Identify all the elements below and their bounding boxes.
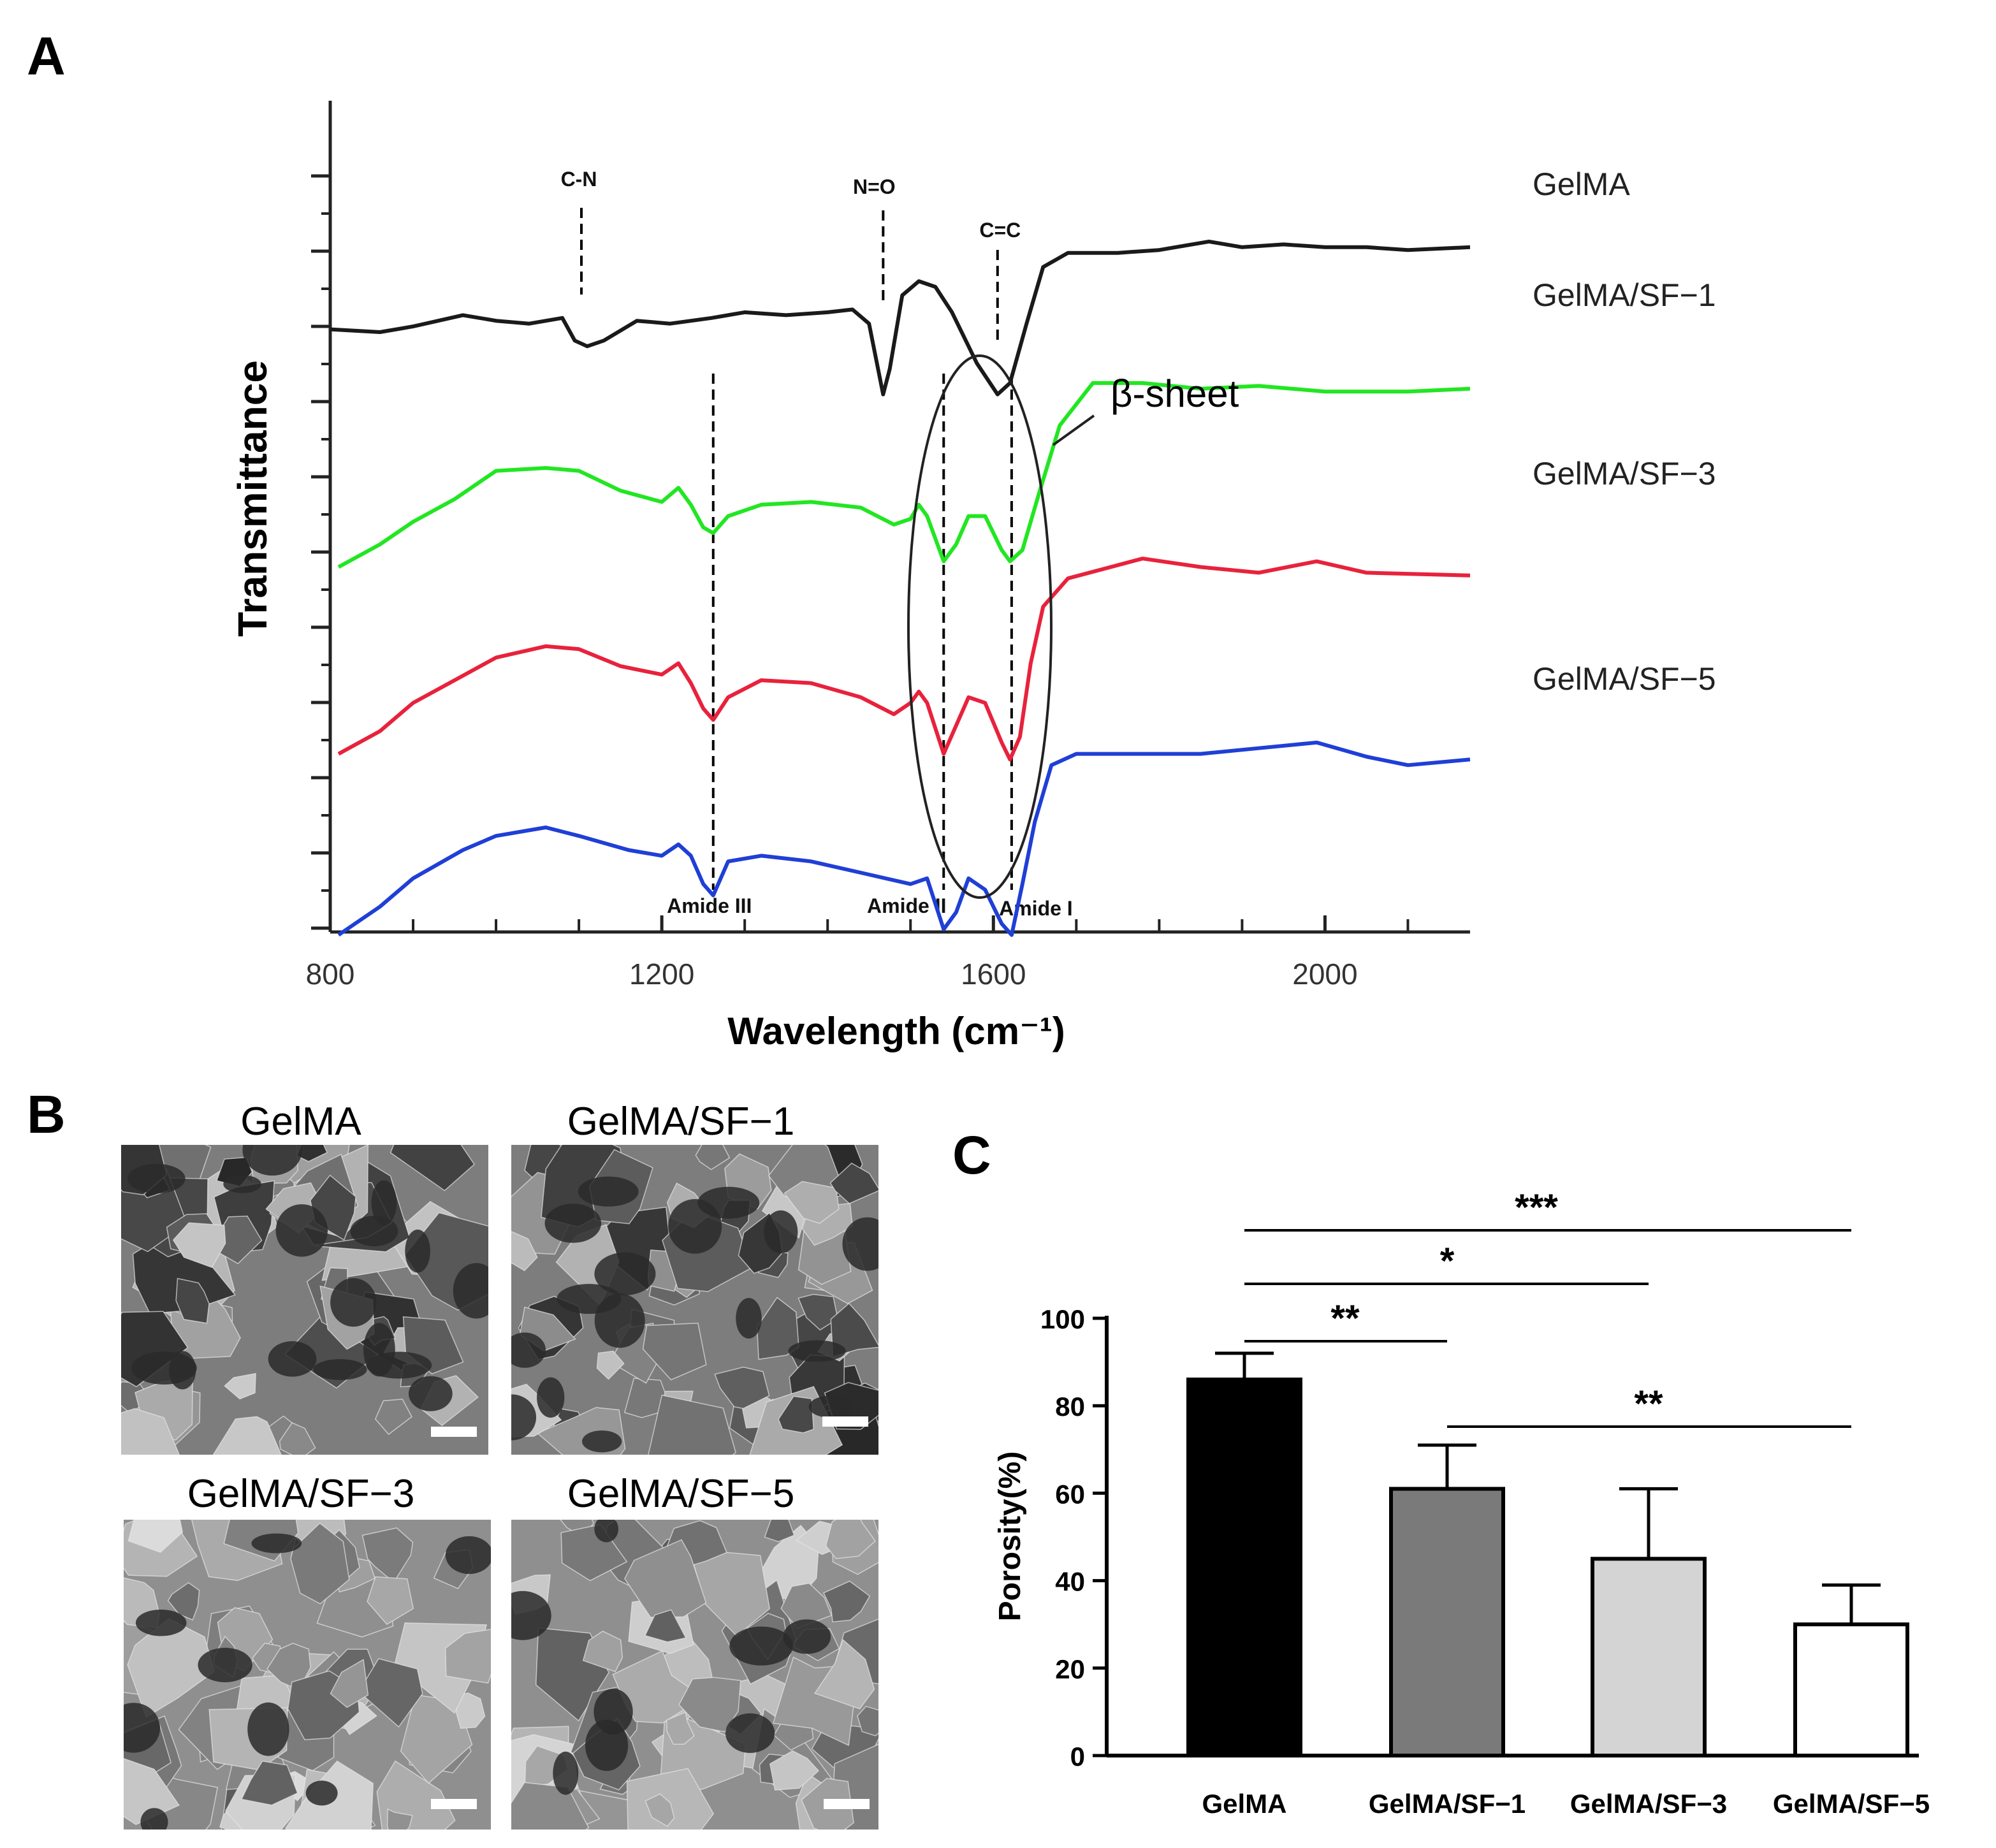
panel-letter-a: A [27,26,66,86]
sem-image-gelma-sf5 [511,1520,878,1830]
ftir-x-tick-label: 1600 [961,957,1026,991]
bar-y-tick-label: 80 [1055,1392,1085,1422]
bar-category-label: GelMA/SF−1 [1369,1789,1526,1819]
ftir-annotation-label: C=C [979,219,1021,242]
ftir-annotation-label: C-N [561,168,597,191]
ftir-series-line [330,239,1471,397]
sem-title-gelma-sf1: GelMA/SF−1 [567,1100,795,1144]
bar [1389,1487,1505,1758]
bar [1186,1378,1302,1758]
bar-y-tick-label: 100 [1040,1304,1085,1334]
ftir-annotation-label: Amide I [999,897,1073,920]
bar-y-tick-label: 60 [1055,1479,1085,1509]
sem-image-gelma [121,1145,488,1455]
scale-bar [822,1416,868,1427]
ftir-series-line [337,557,1471,762]
beta-sheet-ellipse [907,354,1053,899]
ftir-legend-label: GelMA/SF−5 [1533,661,1716,697]
sem-image-gelma-sf1 [511,1145,878,1455]
bar [1591,1557,1707,1758]
significance-label: ** [1634,1383,1663,1425]
panel-letter-b: B [27,1084,66,1144]
ftir-series-line [337,740,1471,937]
sem-title-gelma: GelMA [240,1100,361,1144]
scale-bar [431,1799,477,1809]
beta-sheet-pointer [1052,414,1095,446]
significance-label: * [1440,1240,1455,1282]
sem-title-gelma-sf3: GelMA/SF−3 [187,1472,415,1516]
bar-y-tick-label: 0 [1070,1742,1085,1772]
significance-brackets: ******** [1244,1187,1851,1428]
ftir-axes: 800 1200 1600 2000 [306,101,1470,991]
ftir-x-tick-label: 2000 [1292,957,1357,991]
bar-category-label: GelMA/SF−3 [1570,1789,1727,1819]
bar-axes: 0 20 40 60 80 100 [1040,1304,1919,1772]
ftir-annotation-label: Amide III [667,894,752,917]
ftir-annotation-beta-sheet: β-sheet [1111,372,1239,415]
sem-title-gelma-sf5: GelMA/SF−5 [567,1472,795,1516]
ftir-x-axis-label: Wavelength (cm⁻¹) [727,1010,1065,1052]
ftir-x-tick-label: 800 [306,957,355,991]
bar-y-tick-label: 20 [1055,1654,1085,1684]
ftir-legend-label: GelMA/SF−1 [1533,277,1716,313]
scale-bar [431,1427,477,1437]
bar [1793,1622,1909,1757]
ftir-series-line [337,381,1471,569]
significance-label: ** [1330,1298,1360,1339]
bar-category-label: GelMA [1202,1789,1286,1819]
ftir-y-axis-label: Transmittance [229,360,275,637]
ftir-chart: 800 1200 1600 2000 C-N N=O C=C Amide III Amide … [229,101,1716,1052]
significance-label: *** [1515,1187,1558,1228]
bar-category-label: GelMA/SF−5 [1773,1789,1930,1819]
scale-bar [824,1799,870,1809]
panel-letter-c: C [952,1125,991,1185]
ftir-x-tick-label: 1200 [629,957,694,991]
bar-y-axis-label: Porosity(%) [993,1451,1027,1622]
ftir-legend-label: GelMA [1533,166,1630,202]
sem-image-gelma-sf3 [124,1520,491,1830]
bar-marks: GelMA GelMA/SF−1 GelMA/SF−3 GelMA/SF−5 [1186,1351,1930,1819]
bar-y-tick-label: 40 [1055,1567,1085,1597]
ftir-legend-label: GelMA/SF−3 [1533,456,1716,491]
ftir-series: GelMA GelMA/SF−1 GelMA/SF−3 GelMA/SF−5 [330,166,1716,937]
ftir-annotation-label: N=O [853,175,896,198]
